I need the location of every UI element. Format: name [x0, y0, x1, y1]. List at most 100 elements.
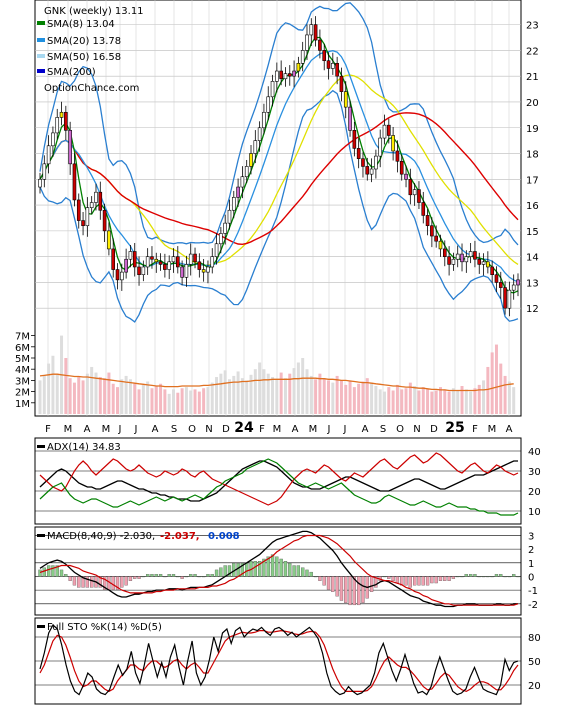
volume-tick-label: 6M	[15, 343, 30, 354]
macd-histogram-bar	[262, 558, 266, 577]
macd-histogram-bar	[490, 576, 494, 578]
bollinger-upper-line	[39, 2, 519, 246]
macd-histogram-bar	[335, 576, 339, 597]
x-tick-label: S	[171, 424, 177, 435]
macd-histogram-bar	[344, 576, 348, 603]
macd-histogram-bar	[322, 576, 326, 586]
volume-bar	[197, 391, 201, 414]
candle	[494, 266, 499, 292]
volume-bar	[503, 375, 507, 414]
x-tick-label: A	[506, 424, 513, 435]
candle	[486, 251, 490, 274]
volume-bar	[223, 370, 227, 414]
macd-histogram-bar	[417, 576, 421, 586]
macd-histogram-bar	[309, 571, 313, 577]
candle	[55, 108, 60, 140]
macd-histogram-bar	[331, 576, 335, 592]
macd-histogram-bar	[382, 576, 387, 578]
candle	[417, 181, 421, 209]
volume-bar	[486, 366, 490, 414]
volume-bar	[176, 392, 180, 414]
candle	[253, 130, 258, 164]
macd-histogram-bar	[270, 554, 275, 577]
volume-bar	[159, 383, 163, 414]
candle	[451, 252, 456, 271]
macd-histogram-bar	[201, 576, 206, 578]
macd-histogram-bar	[374, 576, 378, 588]
volume-bar	[434, 390, 438, 414]
volume-bar	[202, 388, 206, 414]
adx-legend-swatch	[37, 445, 45, 448]
macd-histogram-bar	[206, 574, 210, 577]
candle	[296, 56, 301, 78]
macd-histogram-bar	[124, 576, 128, 586]
x-axis-labels: F M A M J J A S O N D 24 F M A M J J A S O N D 25 F M A	[45, 420, 512, 436]
candle	[163, 253, 167, 278]
x-tick-label: A	[84, 424, 91, 435]
x-tick-label: N	[413, 424, 420, 435]
volume-bar	[395, 384, 399, 414]
volume-bar	[180, 388, 184, 414]
volume-bar	[477, 384, 481, 414]
macd-histogram-bar	[391, 576, 395, 581]
legend-sma20: SMA(20) 13.78	[47, 36, 121, 47]
macd-histogram-bar	[387, 576, 391, 579]
volume-bar	[167, 393, 171, 414]
macd-histogram-bar	[111, 576, 115, 590]
volume-bar	[279, 372, 283, 414]
x-tick-label: D	[430, 424, 438, 435]
volume-bar	[64, 358, 68, 414]
candle	[425, 208, 430, 236]
candle	[287, 65, 292, 86]
x-tick-label: D	[222, 424, 230, 435]
macd-signal-line	[39, 534, 519, 606]
volume-bar	[249, 374, 253, 414]
indicator-tick-label: -1	[528, 586, 538, 597]
macd-histogram-bar	[90, 576, 94, 588]
indicator-tick-label: 30	[528, 467, 541, 478]
macd-histogram-bar	[473, 574, 477, 577]
volume-bar	[344, 384, 348, 414]
macd-histogram-bar	[464, 574, 468, 577]
macd-histogram-bar	[352, 576, 357, 606]
price-tick-label: 14	[526, 253, 539, 264]
candle	[120, 263, 124, 291]
indicator-tick-label: 3	[528, 531, 534, 542]
volume-bar	[417, 390, 421, 414]
x-tick-label: M	[102, 424, 111, 435]
volume-bar	[490, 352, 494, 414]
macd-histogram-bar	[288, 563, 292, 577]
price-tick-label: 16	[526, 201, 539, 212]
volume-tick-label: 3M	[15, 376, 30, 387]
macd-histogram-bar	[443, 576, 447, 581]
candle	[335, 56, 339, 85]
volume-bar	[184, 387, 188, 414]
adx-title: ADX(14) 34.83	[47, 442, 121, 453]
volume-bar	[111, 383, 115, 414]
volume-bar	[482, 380, 486, 414]
volume-bar	[51, 355, 55, 414]
volume-bar	[189, 390, 193, 414]
macd-histogram-bar	[292, 565, 296, 577]
volume-bar	[275, 379, 279, 414]
volume-bar	[301, 358, 305, 414]
volume-bar	[85, 373, 89, 414]
candle	[318, 29, 322, 59]
volume-bar	[163, 389, 167, 414]
macd-histogram-bar	[214, 569, 219, 577]
candle	[430, 217, 434, 248]
volume-bar	[38, 380, 42, 414]
volume-bar	[271, 377, 275, 414]
macd-histogram-bar	[404, 576, 408, 586]
volume-bar	[413, 386, 417, 414]
macd-histogram-bar	[318, 576, 322, 581]
di-plus-line	[39, 458, 519, 516]
macd-histogram-bar	[120, 576, 124, 588]
candle	[158, 253, 163, 271]
candle	[516, 273, 520, 297]
indicator-tick-label: 0	[528, 572, 534, 583]
candle	[240, 166, 245, 199]
candle	[111, 238, 116, 278]
volume-bar	[94, 372, 98, 414]
macd-histogram-bar	[55, 565, 59, 577]
